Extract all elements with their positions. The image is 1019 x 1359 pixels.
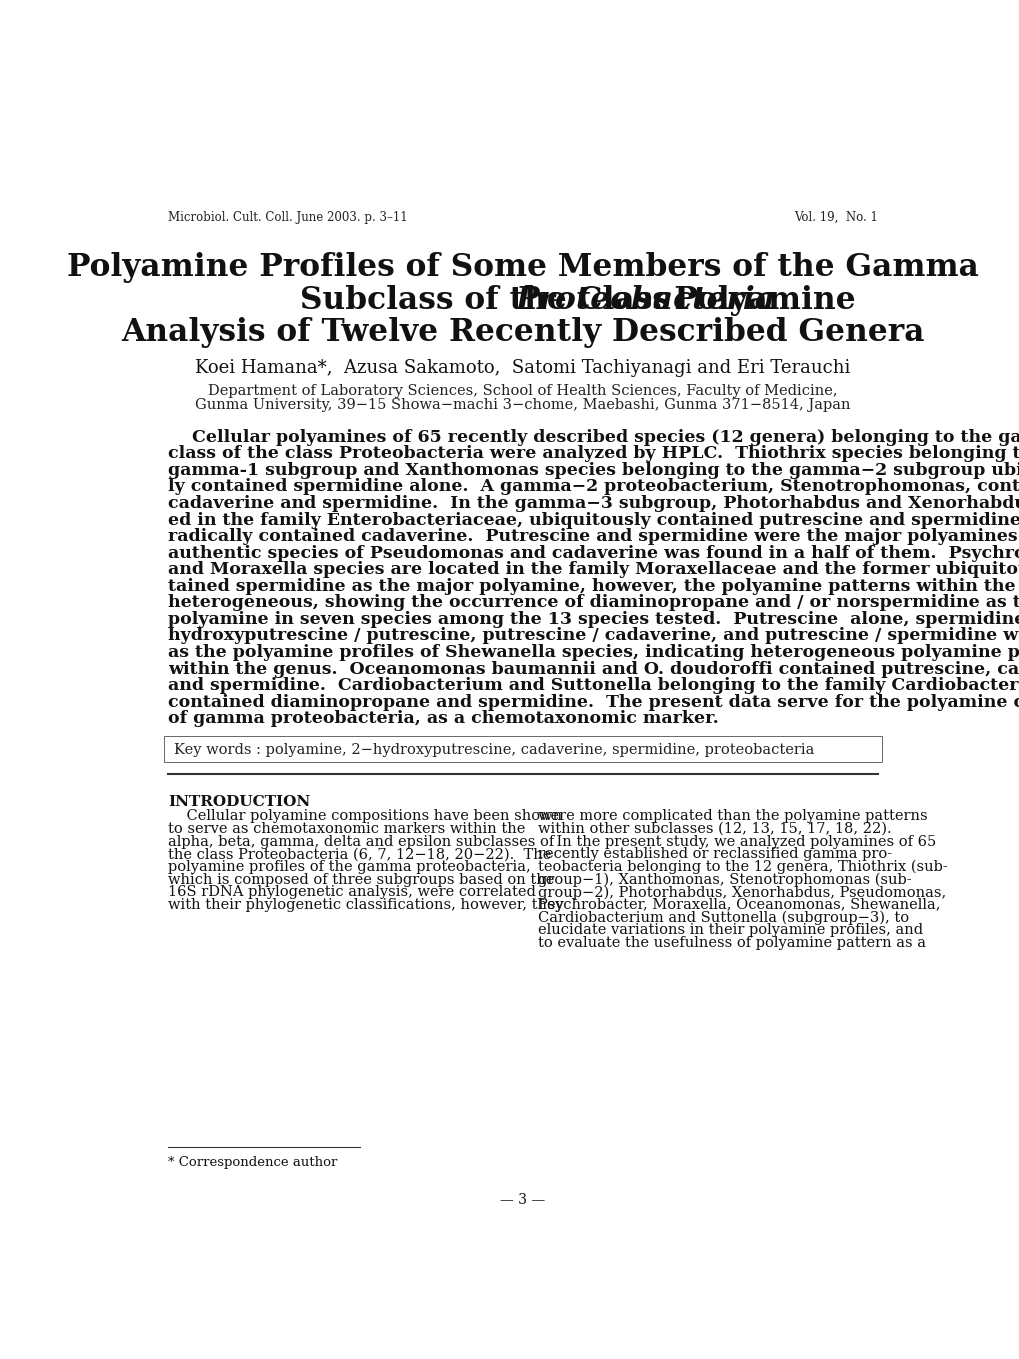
Text: recently established or reclassified gamma pro-: recently established or reclassified gam…	[538, 847, 892, 862]
Text: ly contained spermidine alone.  A gamma−2 proteobacterium, Stenotrophomonas, con: ly contained spermidine alone. A gamma−2…	[168, 478, 1019, 496]
Text: authentic species of Pseudomonas and cadaverine was found in a half of them.  Ps: authentic species of Pseudomonas and cad…	[168, 545, 1019, 561]
Text: teobacteria belonging to the 12 genera, Thiothrix (sub-: teobacteria belonging to the 12 genera, …	[538, 860, 947, 874]
Text: 16S rDNA phylogenetic analysis, were correlated: 16S rDNA phylogenetic analysis, were cor…	[168, 885, 535, 900]
Bar	[164, 737, 880, 762]
Text: Microbiol. Cult. Coll. June 2003. p. 3–11: Microbiol. Cult. Coll. June 2003. p. 3–1…	[168, 211, 407, 224]
Text: * Correspondence author: * Correspondence author	[168, 1157, 337, 1169]
Text: Vol. 19,  No. 1: Vol. 19, No. 1	[793, 211, 876, 224]
Text: Koei Hamana*,  Azusa Sakamoto,  Satomi Tachiyanagi and Eri Terauchi: Koei Hamana*, Azusa Sakamoto, Satomi Tac…	[195, 359, 850, 378]
Text: Subclass of the Class: Subclass of the Class	[300, 285, 681, 315]
Text: of gamma proteobacteria, as a chemotaxonomic marker.: of gamma proteobacteria, as a chemotaxon…	[168, 711, 717, 727]
Text: class of the class Proteobacteria were analyzed by HPLC.  Thiothrix species belo: class of the class Proteobacteria were a…	[168, 446, 1019, 462]
Text: Cellular polyamine compositions have been shown: Cellular polyamine compositions have bee…	[168, 809, 561, 824]
Text: heterogeneous, showing the occurrence of diaminopropane and / or norspermidine a: heterogeneous, showing the occurrence of…	[168, 594, 1019, 612]
Text: which is composed of three subgroups based on the: which is composed of three subgroups bas…	[168, 872, 553, 886]
Text: as the polyamine profiles of Shewanella species, indicating heterogeneous polyam: as the polyamine profiles of Shewanella …	[168, 644, 1019, 660]
Text: within other subclasses (12, 13, 15, 17, 18, 22).: within other subclasses (12, 13, 15, 17,…	[538, 822, 891, 836]
Text: Cardiobacterium and Suttonella (subgroup−3), to: Cardiobacterium and Suttonella (subgroup…	[538, 911, 909, 925]
Text: group−1), Xanthomonas, Stenotrophomonas (sub-: group−1), Xanthomonas, Stenotrophomonas …	[538, 872, 911, 887]
Text: In the present study, we analyzed polyamines of 65: In the present study, we analyzed polyam…	[538, 834, 935, 848]
Text: Department of Laboratory Sciences, School of Health Sciences, Faculty of Medicin: Department of Laboratory Sciences, Schoo…	[208, 385, 837, 398]
Text: polyamine in seven species among the 13 species tested.  Putrescine  alone, sper: polyamine in seven species among the 13 …	[168, 610, 1019, 628]
Text: Key words : polyamine, 2−hydroxyputrescine, cadaverine, spermidine, proteobacter: Key words : polyamine, 2−hydroxyputresci…	[174, 743, 813, 757]
Text: hydroxyputrescine / putrescine, putrescine / cadaverine, and putrescine / spermi: hydroxyputrescine / putrescine, putresci…	[168, 628, 1019, 644]
Text: Gunma University, 39−15 Showa−machi 3−chome, Maebashi, Gunma 371−8514, Japan: Gunma University, 39−15 Showa−machi 3−ch…	[195, 398, 850, 412]
Text: group−2), Photorhabdus, Xenorhabdus, Pseudomonas,: group−2), Photorhabdus, Xenorhabdus, Pse…	[538, 885, 946, 900]
Text: radically contained cadaverine.  Putrescine and spermidine were the major polyam: radically contained cadaverine. Putresci…	[168, 529, 1019, 545]
Text: elucidate variations in their polyamine profiles, and: elucidate variations in their polyamine …	[538, 924, 922, 938]
Text: Cellular polyamines of 65 recently described species (12 genera) belonging to th: Cellular polyamines of 65 recently descr…	[168, 428, 1019, 446]
Text: : Polyamine: : Polyamine	[641, 285, 855, 315]
Text: polyamine profiles of the gamma proteobacteria,: polyamine profiles of the gamma proteoba…	[168, 860, 530, 874]
Text: alpha, beta, gamma, delta and epsilon subclasses of: alpha, beta, gamma, delta and epsilon su…	[168, 834, 553, 848]
Text: Polyamine Profiles of Some Members of the Gamma: Polyamine Profiles of Some Members of th…	[67, 251, 977, 283]
Text: with their phylogenetic classifications, however, they: with their phylogenetic classifications,…	[168, 898, 564, 912]
Text: to evaluate the usefulness of polyamine pattern as a: to evaluate the usefulness of polyamine …	[538, 936, 925, 950]
Text: to serve as chemotaxonomic markers within the: to serve as chemotaxonomic markers withi…	[168, 822, 525, 836]
Text: Proteobacteria: Proteobacteria	[516, 285, 775, 315]
Text: cadaverine and spermidine.  In the gamma−3 subgroup, Photorhabdus and Xenorhabdu: cadaverine and spermidine. In the gamma−…	[168, 495, 1019, 512]
Text: and Moraxella species are located in the family Moraxellaceae and the former ubi: and Moraxella species are located in the…	[168, 561, 1019, 578]
Text: — 3 —: — 3 —	[499, 1193, 545, 1207]
Text: INTRODUCTION: INTRODUCTION	[168, 795, 310, 809]
Text: the class Proteobacteria (6, 7, 12−18, 20−22).  The: the class Proteobacteria (6, 7, 12−18, 2…	[168, 847, 550, 862]
Text: Psychrobacter, Moraxella, Oceanomonas, Shewanella,: Psychrobacter, Moraxella, Oceanomonas, S…	[538, 898, 940, 912]
Text: ed in the family Enterobacteriaceae, ubiquitously contained putrescine and sperm: ed in the family Enterobacteriaceae, ubi…	[168, 511, 1019, 529]
Text: gamma-1 subgroup and Xanthomonas species belonging to the gamma−2 subgroup ubiqu: gamma-1 subgroup and Xanthomonas species…	[168, 462, 1019, 478]
Text: contained diaminopropane and spermidine.  The present data serve for the polyami: contained diaminopropane and spermidine.…	[168, 693, 1019, 711]
Text: Analysis of Twelve Recently Described Genera: Analysis of Twelve Recently Described Ge…	[121, 317, 923, 348]
Text: within the genus.  Oceanomonas baumannii and O. doudoroffi contained putrescine,: within the genus. Oceanomonas baumannii …	[168, 660, 1019, 678]
Text: and spermidine.  Cardiobacterium and Suttonella belonging to the family Cardioba: and spermidine. Cardiobacterium and Sutt…	[168, 677, 1019, 694]
Text: tained spermidine as the major polyamine, however, the polyamine patterns within: tained spermidine as the major polyamine…	[168, 578, 1019, 595]
Text: were more complicated than the polyamine patterns: were more complicated than the polyamine…	[538, 809, 927, 824]
